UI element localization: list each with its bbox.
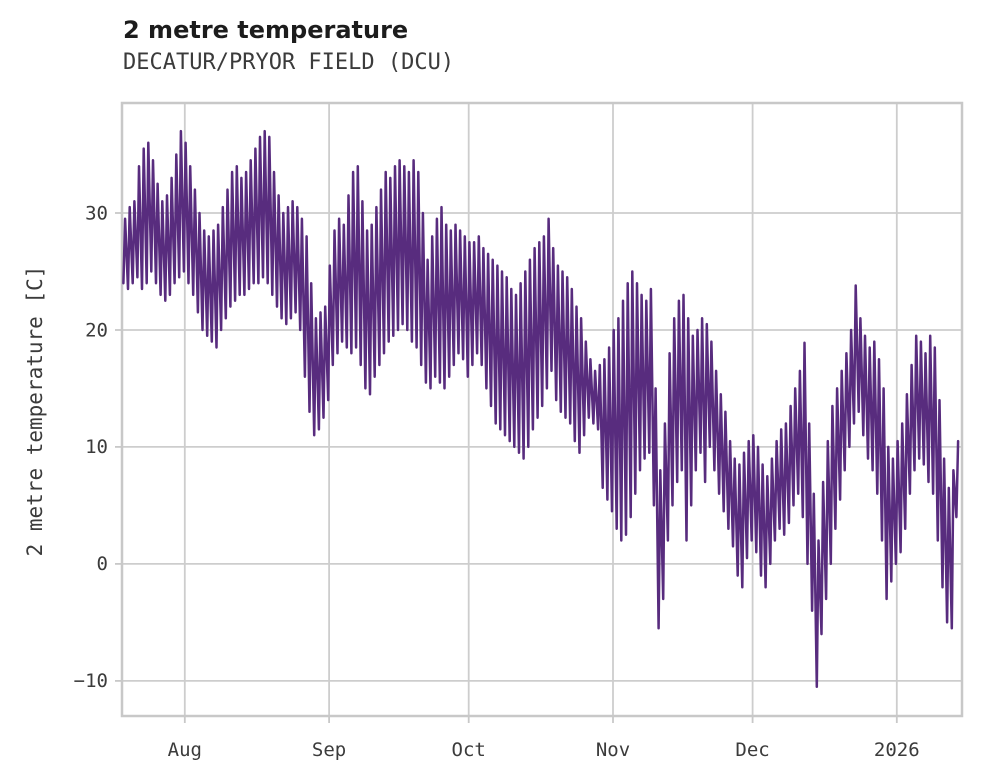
svg-text:30: 30 — [85, 202, 108, 224]
svg-text:Aug: Aug — [168, 739, 202, 761]
svg-text:Sep: Sep — [312, 739, 346, 761]
plot-border — [120, 101, 964, 718]
x-tick-labels: Aug Sep Oct Nov Dec 2026 — [168, 739, 920, 761]
svg-text:−10: −10 — [74, 670, 108, 692]
y-tick-labels: 30 20 10 0 −10 — [74, 202, 108, 692]
svg-text:0: 0 — [97, 553, 108, 575]
svg-text:Oct: Oct — [452, 739, 486, 761]
chart-subtitle: DECATUR/PRYOR FIELD (DCU) — [123, 50, 455, 75]
svg-text:10: 10 — [85, 436, 108, 458]
svg-text:Dec: Dec — [735, 739, 769, 761]
svg-text:2026: 2026 — [874, 739, 920, 761]
svg-text:20: 20 — [85, 319, 108, 341]
temperature-series-line — [122, 129, 960, 689]
axis-tick-marks — [115, 212, 898, 723]
svg-text:Nov: Nov — [596, 739, 630, 761]
chart-title: 2 metre temperature — [123, 16, 409, 44]
